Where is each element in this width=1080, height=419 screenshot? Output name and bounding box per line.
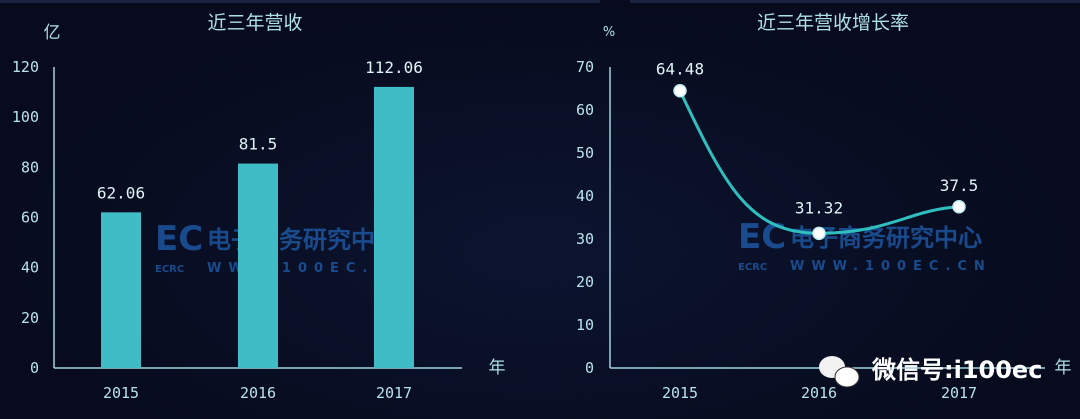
data-point xyxy=(952,200,966,214)
data-point xyxy=(673,83,687,98)
y-tick-label: 50 xyxy=(576,144,594,162)
bar xyxy=(374,86,414,368)
y-tick-label: 10 xyxy=(576,316,594,334)
y-axis-unit: 亿 xyxy=(44,23,61,43)
x-tick-label: 2016 xyxy=(240,384,276,402)
x-tick-label: 2015 xyxy=(662,384,698,402)
x-tick-label: 2017 xyxy=(941,384,977,402)
x-tick-label: 2016 xyxy=(801,384,837,402)
y-tick-label: 80 xyxy=(21,158,39,176)
watermark-abbr: ECRC xyxy=(155,264,184,275)
y-tick-label: 20 xyxy=(21,309,39,327)
top-strip xyxy=(212,0,467,3)
watermark-logo: EC xyxy=(155,219,203,259)
data-label: 64.48 xyxy=(656,60,704,79)
wechat-bubble xyxy=(834,366,860,388)
watermark-text: 电子商务研究中心 xyxy=(207,226,399,254)
top-strip xyxy=(630,0,1080,3)
y-tick-label: 40 xyxy=(576,187,594,205)
y-tick-label: 120 xyxy=(12,58,39,76)
y-tick-label: 40 xyxy=(21,259,39,277)
y-axis-unit: % xyxy=(603,25,615,40)
data-label: 31.32 xyxy=(795,198,843,217)
watermark-logo: EC xyxy=(738,217,786,257)
bar xyxy=(238,163,278,368)
y-tick-label: 30 xyxy=(576,230,594,248)
x-tick-label: 2017 xyxy=(376,384,412,402)
y-tick-label: 100 xyxy=(12,108,39,126)
chart-title: 近三年营收增长率 xyxy=(757,12,909,34)
data-label: 37.5 xyxy=(940,176,979,195)
x-axis-unit: 年 xyxy=(1055,358,1072,378)
wechat-icon xyxy=(819,356,860,388)
watermark-url: WWW.100EC.CN xyxy=(790,259,992,274)
data-label: 112.06 xyxy=(365,58,423,77)
watermark-abbr: ECRC xyxy=(738,262,767,273)
x-axis-unit: 年 xyxy=(489,358,506,378)
y-tick-label: 0 xyxy=(30,359,39,377)
data-label: 62.06 xyxy=(97,183,145,202)
x-tick-label: 2015 xyxy=(103,384,139,402)
y-tick-label: 70 xyxy=(576,58,594,76)
y-tick-label: 20 xyxy=(576,273,594,291)
chart-title: 近三年营收 xyxy=(207,12,302,34)
bar xyxy=(101,212,141,368)
wechat-id: 微信号:i100ec xyxy=(871,356,1042,384)
data-point xyxy=(812,226,826,241)
y-tick-label: 60 xyxy=(21,209,39,227)
y-tick-label: 60 xyxy=(576,101,594,119)
y-tick-label: 0 xyxy=(585,359,594,377)
data-label: 81.5 xyxy=(239,135,278,154)
